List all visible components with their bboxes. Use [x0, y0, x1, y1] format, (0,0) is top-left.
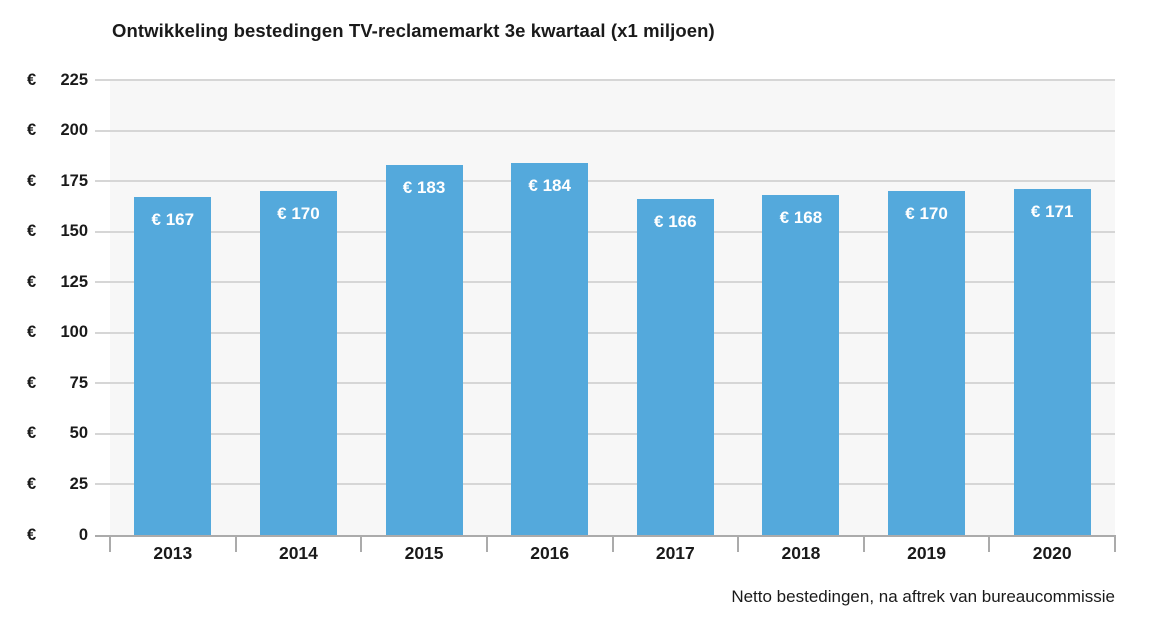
chart-title: Ontwikkeling bestedingen TV-reclamemarkt…	[112, 20, 715, 41]
x-tick-mark	[737, 535, 740, 552]
bar-value-label: € 170	[277, 204, 320, 224]
euro-symbol: €	[27, 525, 37, 544]
x-tick-mark	[485, 535, 488, 552]
euro-symbol: €	[27, 171, 37, 190]
y-tick-value: 200	[60, 121, 88, 140]
x-tick-label: 2014	[278, 543, 318, 563]
bar	[134, 197, 212, 535]
bar-value-label: € 184	[528, 175, 571, 195]
chart-footnote: Netto bestedingen, na aftrek van bureauc…	[731, 587, 1115, 606]
bar-value-label: € 171	[1030, 202, 1074, 222]
x-tick-label: 2019	[907, 543, 947, 563]
bar	[259, 191, 337, 535]
y-tick-value: 50	[69, 424, 88, 443]
y-tick-value: 75	[69, 373, 88, 392]
gridline	[95, 230, 1115, 233]
x-tick-label: 2020	[1032, 543, 1072, 563]
gridline	[95, 129, 1115, 132]
bar-value-label: € 168	[779, 208, 823, 228]
x-tick-label: 2015	[404, 543, 444, 563]
x-tick-label: 2013	[153, 543, 193, 563]
euro-symbol: €	[27, 70, 37, 89]
bar-value-label: € 170	[905, 204, 948, 224]
euro-symbol: €	[27, 121, 37, 140]
gridline	[95, 382, 1115, 385]
bar-value-label: € 167	[151, 210, 195, 230]
y-tick-value: 225	[60, 70, 88, 89]
x-axis-line	[95, 535, 1115, 537]
y-tick-label: €25	[27, 473, 88, 495]
y-tick-value: 150	[60, 222, 88, 241]
x-tick-label: 2017	[655, 543, 695, 563]
gridline	[95, 483, 1115, 486]
bar	[888, 191, 966, 535]
x-tick-mark	[988, 535, 991, 552]
y-tick-label: €150	[27, 221, 88, 243]
y-tick-value: 100	[60, 323, 88, 342]
euro-symbol: €	[27, 222, 37, 241]
bar	[762, 195, 840, 535]
euro-symbol: €	[27, 474, 37, 493]
euro-symbol: €	[27, 323, 37, 342]
gridline	[95, 331, 1115, 334]
euro-symbol: €	[27, 373, 37, 392]
x-tick-label: 2016	[530, 543, 570, 563]
y-tick-value: 25	[69, 474, 88, 493]
gridline	[95, 281, 1115, 284]
bar-value-label: € 183	[402, 177, 446, 197]
bar	[636, 199, 714, 535]
y-tick-value: 0	[78, 525, 88, 544]
y-tick-label: €125	[27, 271, 88, 293]
bar	[511, 162, 589, 535]
y-tick-label: €225	[27, 69, 88, 91]
x-tick-mark	[862, 535, 865, 552]
gridline	[95, 432, 1115, 435]
x-tick-mark	[109, 535, 111, 552]
euro-symbol: €	[27, 272, 37, 291]
x-tick-mark	[360, 535, 363, 552]
y-tick-label: €50	[27, 423, 88, 445]
bar	[1013, 189, 1091, 535]
y-tick-label: €0	[27, 524, 88, 546]
bar	[385, 164, 463, 535]
gridline	[95, 180, 1115, 183]
euro-symbol: €	[27, 424, 37, 443]
x-tick-mark	[234, 535, 237, 552]
y-tick-value: 125	[60, 272, 88, 291]
y-tick-label: €75	[27, 372, 88, 394]
x-tick-label: 2018	[781, 543, 821, 563]
x-tick-mark	[611, 535, 614, 552]
x-tick-mark	[1114, 535, 1116, 552]
y-tick-label: €175	[27, 170, 88, 192]
bar-value-label: € 166	[654, 212, 697, 232]
gridline	[95, 79, 1115, 81]
y-tick-value: 175	[60, 171, 88, 190]
y-tick-label: €100	[27, 322, 88, 344]
y-tick-label: €200	[27, 120, 88, 142]
